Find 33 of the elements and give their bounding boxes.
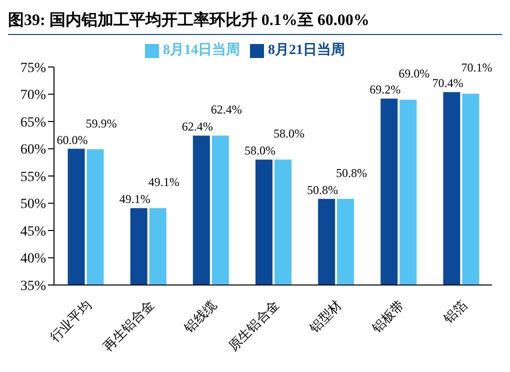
x-tick-label: 铝型材	[306, 297, 344, 336]
data-label: 58.0%	[244, 144, 276, 158]
x-tick-label: 铝箔	[440, 297, 470, 327]
data-label: 62.4%	[182, 120, 213, 134]
y-tick-label: 70%	[20, 88, 46, 104]
y-tick-label: 60%	[20, 142, 46, 158]
data-label: 70.1%	[461, 60, 492, 75]
chart-title: 图39: 国内铝加工平均开工率环比升 0.1%至 60.00%	[8, 8, 502, 35]
y-tick-label: 65%	[20, 115, 46, 130]
x-tick-label: 行业平均	[46, 297, 94, 345]
x-tick-label: 原生铝合金	[225, 297, 282, 354]
legend-label: 8月21日当周	[268, 43, 345, 58]
y-tick-label: 55%	[20, 170, 46, 185]
x-tick-label: 铝线缆	[180, 297, 220, 336]
y-tick-label: 50%	[20, 197, 46, 212]
data-label: 59.9%	[86, 116, 117, 130]
data-label: 50.8%	[336, 166, 368, 180]
data-label: 49.1%	[148, 175, 180, 190]
y-tick-label: 75%	[20, 60, 46, 76]
data-label: 62.4%	[210, 102, 242, 117]
data-label: 70.4%	[432, 76, 464, 90]
data-label: 50.8%	[307, 182, 338, 197]
x-tick-label: 铝板带	[368, 297, 408, 336]
data-label: 60.0%	[56, 132, 88, 147]
data-label: 69.0%	[398, 66, 430, 81]
data-label: 58.0%	[273, 126, 304, 141]
x-tick-label: 再生铝合金	[100, 297, 157, 354]
legend-label: 8月14日当周	[163, 43, 240, 58]
y-tick-label: 40%	[20, 252, 46, 267]
data-label: 49.1%	[119, 192, 150, 206]
y-tick-label: 35%	[20, 278, 46, 294]
y-tick-label: 45%	[20, 224, 46, 240]
data-label: 69.2%	[370, 82, 401, 97]
